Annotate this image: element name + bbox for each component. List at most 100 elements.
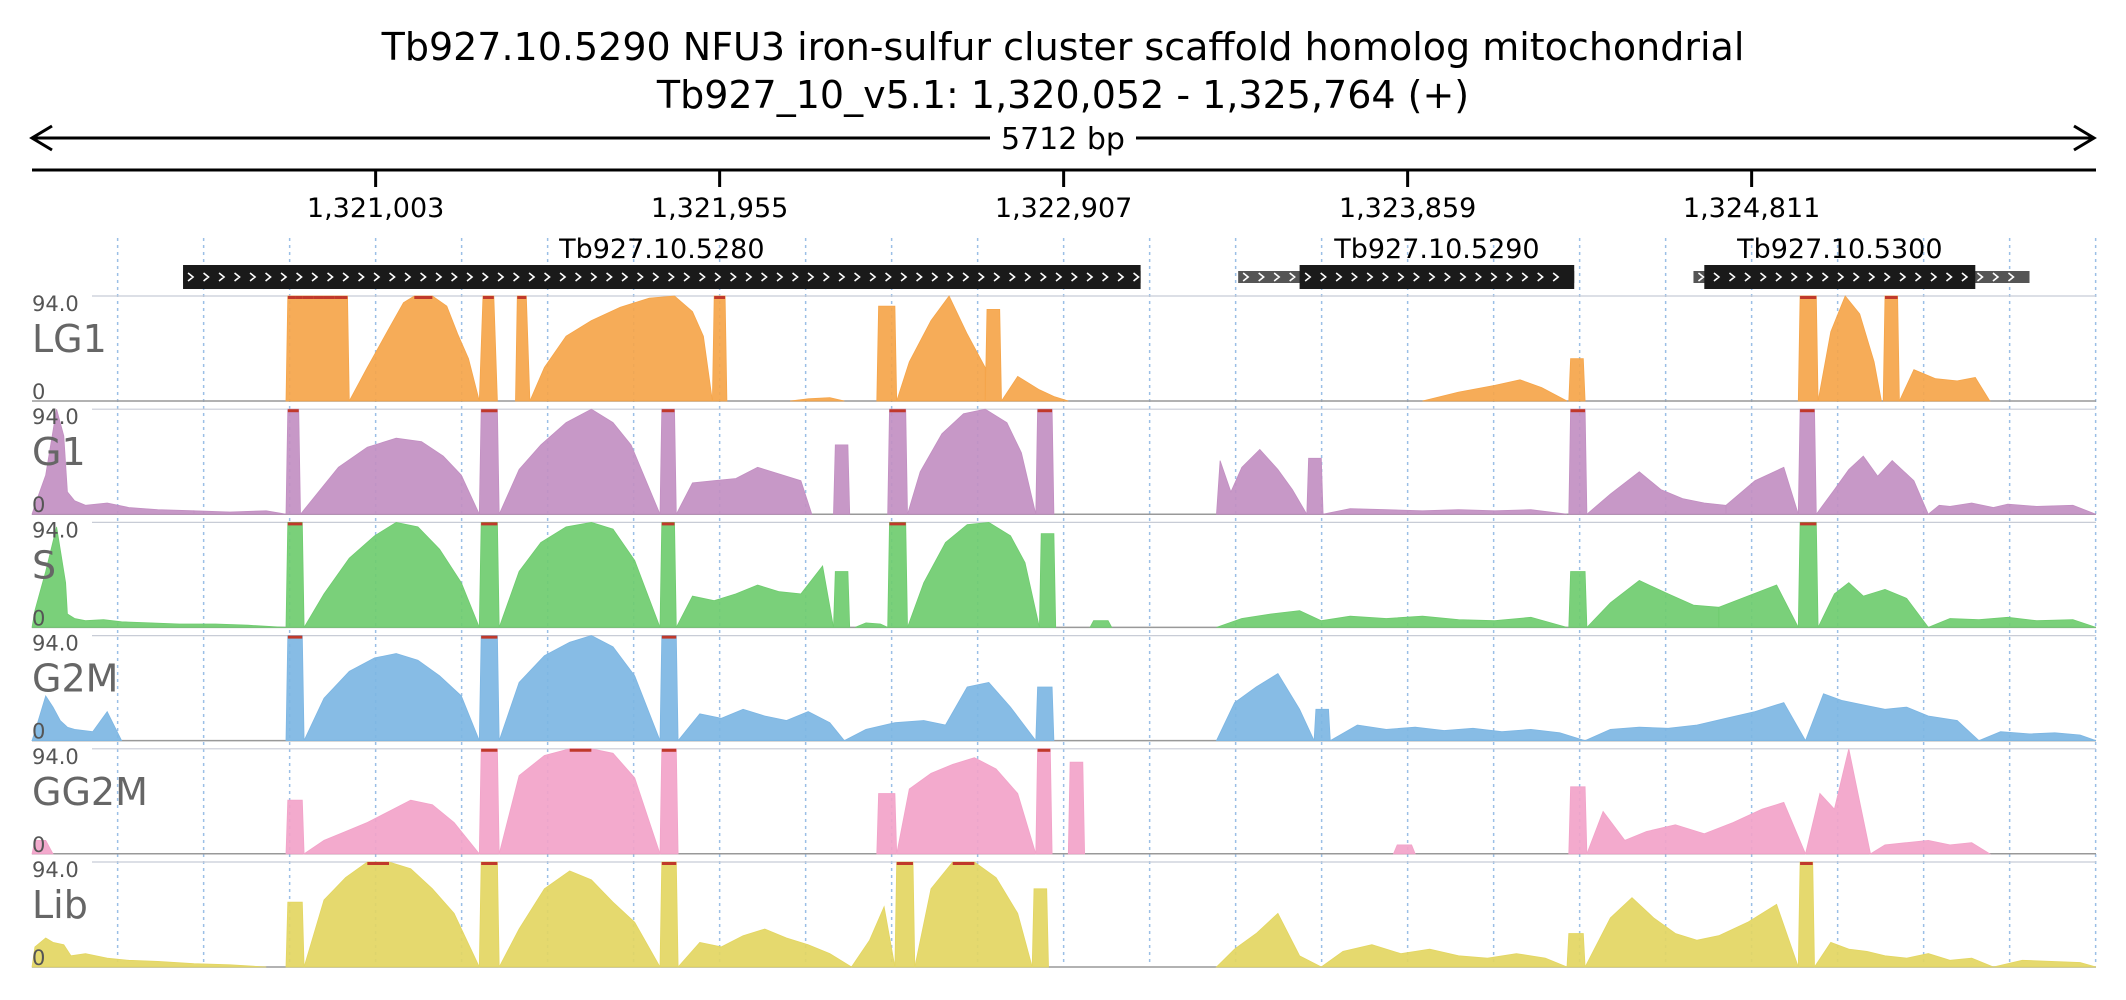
coverage-area-12 [1216,448,1308,515]
coverage-area-19 [1815,455,1929,515]
track-name-label: G2M [32,657,118,701]
coverage-area-8 [894,861,916,968]
coverage-area-18 [1797,408,1817,515]
span-arrow-right-icon [2073,124,2097,152]
coverage-area-0 [31,840,54,855]
coverage-area-2 [303,653,480,741]
coverage-area-17 [1725,466,1799,515]
coverage-area-4 [498,748,661,855]
coverage-area-5 [711,295,728,402]
coverage-area-4 [498,521,661,628]
coverage-area-9 [887,408,908,515]
coverage-area-11 [1422,379,1568,402]
coverage-area-17 [1993,959,2097,968]
coverage-area-5 [659,635,679,741]
track-min-label: 0 [32,493,45,517]
coverage-area-6 [677,928,853,968]
track-min-label: 0 [32,606,45,630]
axis-tick-label-2: 1,322,907 [995,193,1132,224]
track-s: S94.0 0 [31,518,2097,630]
coverage-area-14 [1978,731,2097,741]
track-min-label: 0 [32,380,45,404]
coverage-area-3 [478,861,500,968]
coverage-area-9 [1067,761,1086,855]
coverage-area-11 [1038,533,1057,628]
coverage-area-6 [675,565,834,628]
coverage-area-7 [896,757,1037,855]
coverage-area-10 [906,521,1040,628]
coverage-area-16 [1813,941,1994,968]
coverage-area-12 [1089,620,1113,628]
coverage-area-0 [31,694,123,741]
figure-title: Tb927.10.5290 NFU3 iron-sulfur cluster s… [381,25,1745,69]
coverage-area-4 [498,635,661,741]
coverage-area-14 [1323,508,1568,515]
gene-model-1[interactable]: Tb927.10.5290 [1238,234,1575,289]
strand-arrows-icon [1242,272,1560,282]
coverage-area-7 [844,682,1037,741]
coverage-area-10 [906,408,1037,515]
coverage-area-12 [1568,358,1586,402]
coverage-area-9 [984,309,1002,402]
coverage-area-8 [1035,748,1053,855]
gene-model-0[interactable]: Tb927.10.5280 [183,234,1141,289]
track-min-label: 0 [32,946,45,970]
gene-models: Tb927.10.5280 Tb927.10.5290 Tb927.10.5300 [183,234,2030,289]
coverage-area-14 [1869,839,1992,855]
coverage-area-1 [348,295,480,402]
axis-ticks: 1,321,003 1,321,955 1,322,907 1,323,859 1,32… [307,170,1820,224]
coverage-area-5 [659,861,679,968]
axis-tick-label-4: 1,324,811 [1683,193,1820,224]
coverage-area-17 [1797,522,1819,628]
axis-tick-label-1: 1,321,955 [651,193,788,224]
coverage-area-0 [31,409,195,515]
axis-tick-label-0: 1,321,003 [307,193,444,224]
gene-model-2[interactable]: Tb927.10.5300 [1693,234,2030,289]
coverage-area-1 [193,510,287,515]
figure-location: Tb927_10_v5.1: 1,320,052 - 1,325,764 (+) [656,73,1469,117]
track-min-label: 0 [32,720,45,744]
coverage-area-10 [1031,888,1049,968]
track-max-label: 94.0 [32,518,79,542]
coverage-area-3 [299,437,480,515]
coverage-area-14 [1568,571,1588,628]
coverage-area-16 [1898,369,1991,402]
coverage-area-5 [659,522,677,628]
coverage-area-11 [1035,408,1055,515]
coverage-area-2 [303,861,480,968]
coverage-area-11 [1328,724,1586,741]
coverage-area-16 [1718,584,1799,628]
coverage-area-15 [1882,295,1900,402]
coverage-area-1 [285,901,305,968]
track-max-label: 94.0 [32,292,79,316]
strand-arrows-icon [1697,272,2015,282]
coverage-area-1 [285,635,305,741]
coverage-area-3 [478,635,500,741]
gene-label: Tb927.10.5280 [558,234,764,265]
coverage-area-11 [1568,786,1588,855]
coverage-area-13 [1216,610,1568,628]
gene-label: Tb927.10.5300 [1736,234,1942,265]
track-name-label: GG2M [32,770,148,814]
coverage-area-13 [1797,295,1819,402]
coverage-area-13 [1804,693,1980,741]
coverage-area-11 [1215,912,1322,968]
coverage-area-12 [1320,944,1568,968]
coverage-area-4 [498,870,661,968]
track-name-label: Lib [32,883,88,927]
axis-tick-label-3: 1,323,859 [1339,193,1476,224]
track-name-label: LG1 [32,317,107,361]
coverage-area-8 [833,444,851,515]
coverage-area-12 [1586,801,1807,855]
coverage-area-15 [1585,580,1720,628]
track-max-label: 94.0 [32,632,79,656]
coverage-area-8 [854,622,888,628]
track-max-label: 94.0 [32,405,79,429]
coverage-area-9 [1215,673,1315,741]
coverage-area-7 [675,466,813,515]
coverage-area-4 [478,408,500,515]
gene-cds-bar [183,265,1141,289]
coverage-area-7 [850,905,896,968]
